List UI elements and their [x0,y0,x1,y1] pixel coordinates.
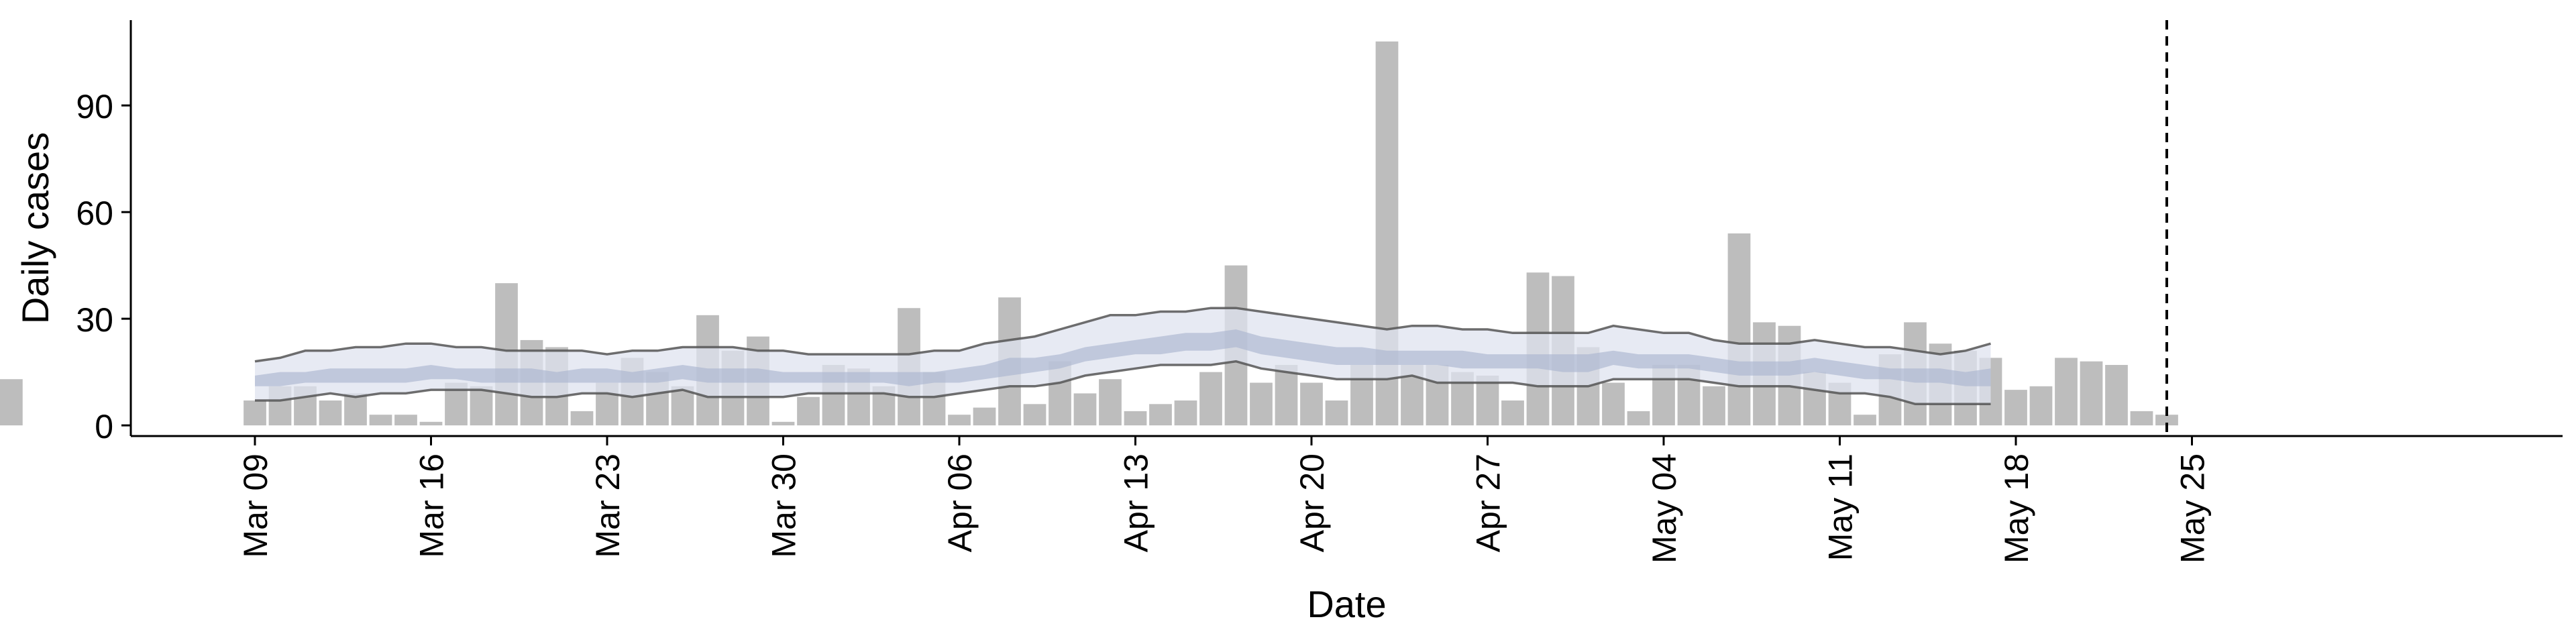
case-bar [419,421,443,426]
case-bar [2155,415,2178,426]
x-tick-label: Apr 13 [1118,453,1155,552]
ci50-band [255,329,1991,386]
case-bar [1124,411,1147,426]
case-bar [394,415,417,426]
case-bar [2055,358,2078,426]
case-bar [1149,404,1172,426]
x-tick-label: May 18 [1998,453,2035,564]
case-bar [344,393,367,426]
case-bar [570,411,594,426]
case-bar [2004,390,2027,426]
ci90-lower-line [255,360,1991,406]
case-bar [1703,386,1725,426]
case-bar [1325,400,1348,426]
case-bar [1250,382,1273,426]
y-axis-ticks: 0 30 60 90 [76,88,131,445]
x-tick-label: Mar 23 [589,453,627,558]
case-bar [2105,365,2128,426]
case-bar [1627,411,1650,426]
case-bar [319,400,342,426]
case-bar [797,396,820,426]
y-axis-title: Daily cases [14,132,56,324]
case-bar [1174,400,1197,426]
x-tick-label: Apr 27 [1470,453,1507,552]
case-bar [1199,372,1222,426]
x-tick-label: Mar 30 [765,453,803,558]
case-bar [1727,233,1751,426]
case-bar [1275,365,1298,426]
case-bar [1073,393,1097,426]
y-tick-label: 30 [76,301,113,339]
x-tick-label: Apr 06 [941,453,979,552]
y-tick-label: 90 [76,88,113,125]
case-bar [1602,382,1625,426]
x-tick-label: Apr 20 [1293,453,1331,552]
case-bar [244,400,266,426]
case-bar [1099,379,1122,426]
case-bar [369,415,392,426]
x-tick-label: May 11 [1822,453,1860,561]
case-bar [2080,361,2103,426]
y-tick-label: 0 [95,408,113,445]
x-tick-label: Mar 16 [413,453,451,558]
case-bar [1854,415,1876,426]
x-axis-title: Date [1307,583,1386,625]
case-bar [1023,404,1046,426]
x-axis-ticks: Mar 09 Mar 16 Mar 23 Mar 30 Apr 06 Apr 13 Apr … [237,436,2212,564]
case-bar [470,386,493,426]
estimate-bands [254,307,1991,406]
case-bar [2130,411,2153,426]
case-bar [771,421,795,426]
case-bar [948,415,971,426]
case-bar [2029,386,2053,426]
x-tick-label: May 25 [2174,453,2212,564]
case-bar [1300,382,1323,426]
x-tick-label: Mar 09 [237,453,274,558]
case-bar [0,379,23,426]
case-bar [973,407,996,426]
x-tick-label: May 04 [1646,453,1683,564]
case-bar [1501,400,1524,426]
ci90-upper-line [254,307,1991,363]
y-tick-label: 60 [76,195,113,232]
case-bar [1476,375,1499,426]
